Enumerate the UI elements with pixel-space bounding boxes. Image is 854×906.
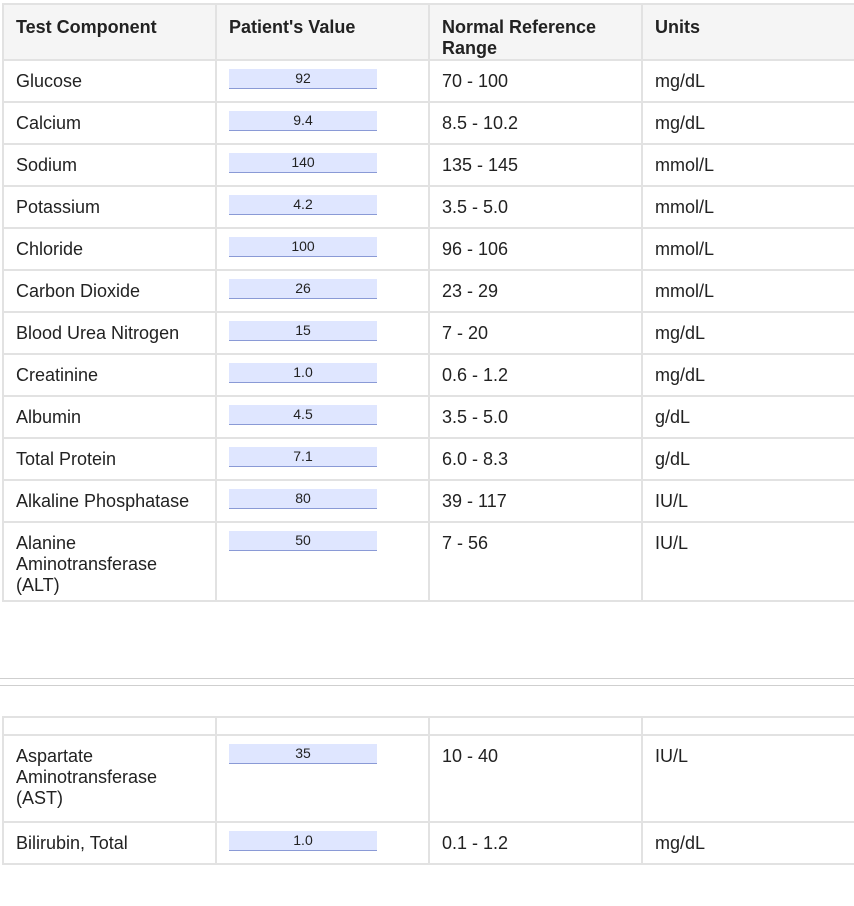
table-row: Aspartate Aminotransferase (AST) 10 - 40… [2, 734, 854, 823]
reference-range: 7 - 20 [428, 311, 643, 355]
patient-value-cell [215, 101, 430, 145]
reference-range: 70 - 100 [428, 59, 643, 103]
patient-value-cell [215, 479, 430, 523]
patient-value-input[interactable] [229, 69, 377, 89]
table-row: Calcium 8.5 - 10.2 mg/dL [2, 101, 854, 145]
test-component: Aspartate Aminotransferase (AST) [2, 734, 217, 823]
units: mg/dL [641, 821, 854, 865]
patient-value-cell [215, 185, 430, 229]
table-row: Potassium 3.5 - 5.0 mmol/L [2, 185, 854, 229]
test-component: Albumin [2, 395, 217, 439]
patient-value-input[interactable] [229, 831, 377, 851]
patient-value-cell [215, 311, 430, 355]
table-row: Creatinine 0.6 - 1.2 mg/dL [2, 353, 854, 397]
table-row: Total Protein 6.0 - 8.3 g/dL [2, 437, 854, 481]
patient-value-cell [215, 521, 430, 602]
patient-value-input[interactable] [229, 489, 377, 509]
test-component: Total Protein [2, 437, 217, 481]
reference-range: 6.0 - 8.3 [428, 437, 643, 481]
table-row: Glucose 70 - 100 mg/dL [2, 59, 854, 103]
units: IU/L [641, 734, 854, 823]
header-test-component: Test Component [2, 3, 217, 61]
table-row: Albumin 3.5 - 5.0 g/dL [2, 395, 854, 439]
units: mg/dL [641, 59, 854, 103]
units: IU/L [641, 521, 854, 602]
test-component: Sodium [2, 143, 217, 187]
test-component: Chloride [2, 227, 217, 271]
patient-value-input[interactable] [229, 744, 377, 764]
reference-range: 135 - 145 [428, 143, 643, 187]
table-row: Alkaline Phosphatase 39 - 117 IU/L [2, 479, 854, 523]
header-row: Test Component Patient's Value Normal Re… [2, 3, 854, 61]
units: g/dL [641, 395, 854, 439]
reference-range: 10 - 40 [428, 734, 643, 823]
patient-value-input[interactable] [229, 321, 377, 341]
patient-value-cell [215, 821, 430, 865]
patient-value-cell [215, 59, 430, 103]
patient-value-input[interactable] [229, 405, 377, 425]
test-component: Blood Urea Nitrogen [2, 311, 217, 355]
header-patient-value: Patient's Value [215, 3, 430, 61]
reference-range: 3.5 - 5.0 [428, 185, 643, 229]
test-component: Carbon Dioxide [2, 269, 217, 313]
patient-value-input[interactable] [229, 153, 377, 173]
table-row: Sodium 135 - 145 mmol/L [2, 143, 854, 187]
patient-value-cell [215, 353, 430, 397]
units: mg/dL [641, 101, 854, 145]
test-component: Alkaline Phosphatase [2, 479, 217, 523]
patient-value-input[interactable] [229, 279, 377, 299]
patient-value-cell [215, 437, 430, 481]
reference-range: 3.5 - 5.0 [428, 395, 643, 439]
patient-value-input[interactable] [229, 531, 377, 551]
reference-range: 23 - 29 [428, 269, 643, 313]
patient-value-cell [215, 269, 430, 313]
patient-value-cell [215, 395, 430, 439]
reference-range: 96 - 106 [428, 227, 643, 271]
test-component: Creatinine [2, 353, 217, 397]
test-component: Bilirubin, Total [2, 821, 217, 865]
reference-range: 8.5 - 10.2 [428, 101, 643, 145]
header-reference-range: Normal Reference Range [428, 3, 643, 61]
table-row: Chloride 96 - 106 mmol/L [2, 227, 854, 271]
test-component: Calcium [2, 101, 217, 145]
units: mmol/L [641, 269, 854, 313]
table-row: Carbon Dioxide 23 - 29 mmol/L [2, 269, 854, 313]
patient-value-input[interactable] [229, 195, 377, 215]
patient-value-input[interactable] [229, 111, 377, 131]
lab-results-table: Test Component Patient's Value Normal Re… [2, 3, 854, 602]
lab-results-table-continued: Aspartate Aminotransferase (AST) 10 - 40… [2, 716, 854, 865]
units: mmol/L [641, 227, 854, 271]
header-units: Units [641, 3, 854, 61]
reference-range: 7 - 56 [428, 521, 643, 602]
table-row: Blood Urea Nitrogen 7 - 20 mg/dL [2, 311, 854, 355]
table-continuation [2, 716, 854, 736]
test-component: Alanine Aminotransferase (ALT) [2, 521, 217, 602]
page-break-divider [0, 678, 854, 686]
table-row: Bilirubin, Total 0.1 - 1.2 mg/dL [2, 821, 854, 865]
reference-range: 39 - 117 [428, 479, 643, 523]
units: g/dL [641, 437, 854, 481]
units: mmol/L [641, 143, 854, 187]
patient-value-cell [215, 734, 430, 823]
patient-value-input[interactable] [229, 447, 377, 467]
units: mg/dL [641, 353, 854, 397]
patient-value-input[interactable] [229, 237, 377, 257]
patient-value-cell [215, 143, 430, 187]
patient-value-cell [215, 227, 430, 271]
units: mmol/L [641, 185, 854, 229]
reference-range: 0.6 - 1.2 [428, 353, 643, 397]
units: IU/L [641, 479, 854, 523]
patient-value-input[interactable] [229, 363, 377, 383]
test-component: Potassium [2, 185, 217, 229]
table-row: Alanine Aminotransferase (ALT) 7 - 56 IU… [2, 521, 854, 602]
units: mg/dL [641, 311, 854, 355]
test-component: Glucose [2, 59, 217, 103]
reference-range: 0.1 - 1.2 [428, 821, 643, 865]
